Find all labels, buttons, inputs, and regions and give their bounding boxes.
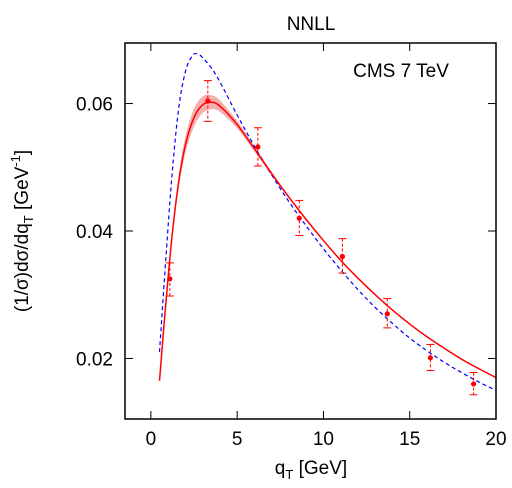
series-nnll-line (158, 101, 497, 381)
x-axis-label-sub: T (285, 467, 293, 482)
x-tick-label: 0 (146, 429, 157, 450)
series-dashed-line (158, 52, 497, 391)
y-axis-label-main: (1/σ)dσ/dq (12, 223, 33, 312)
x-axis-label-unit: [GeV] (293, 458, 347, 479)
y-tick-label: 0.02 (76, 349, 113, 370)
x-tick-label: 20 (485, 429, 506, 450)
x-tick-label: 5 (232, 429, 243, 450)
data-point (203, 80, 212, 122)
data-point (383, 298, 392, 329)
x-tick-label: 15 (399, 429, 420, 450)
x-axis-label: qT [GeV] (275, 458, 347, 482)
y-axis-label-unit: [GeV (12, 166, 33, 215)
data-point-marker (339, 253, 346, 260)
axis-ticks: 0 5 10 15 20 0.02 0.04 0.06 (76, 43, 507, 450)
chart-title: NNLL (287, 14, 336, 35)
annotation-label: CMS 7 TeV (353, 61, 449, 82)
y-tick-label: 0.04 (76, 222, 113, 243)
y-axis-label-close: ] (12, 150, 33, 155)
y-axis-label-sup: -1 (8, 155, 23, 167)
data-point-marker (205, 98, 211, 104)
x-tick-label: 10 (313, 429, 334, 450)
y-axis-label: (1/σ)dσ/dqT [GeV-1] (8, 150, 36, 312)
data-point (295, 199, 304, 236)
y-axis-label-sub: T (21, 215, 36, 223)
y-tick-label: 0.06 (76, 95, 113, 116)
x-axis-label-main: q (275, 458, 286, 479)
data-point (469, 371, 478, 396)
plot-frame (124, 42, 497, 420)
data-point-marker (296, 215, 302, 221)
data-point (338, 238, 347, 274)
data-point-marker (167, 276, 173, 282)
data-point (253, 127, 262, 167)
data-point-marker (470, 381, 477, 387)
data-point-marker (427, 355, 434, 361)
plot-area (158, 52, 497, 396)
nnll-uncertainty-band (159, 94, 496, 381)
data-point-marker (255, 144, 261, 150)
data-point-marker (384, 311, 390, 317)
data-point (165, 262, 174, 297)
data-point (426, 343, 435, 372)
